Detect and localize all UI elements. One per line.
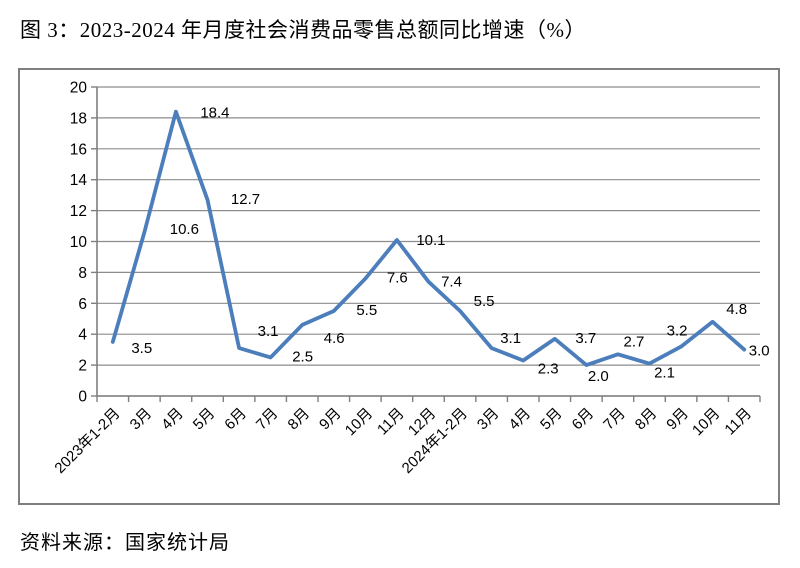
y-axis-label: 8: [78, 265, 87, 282]
x-axis-label: 9月: [663, 405, 692, 434]
x-axis-label: 3月: [474, 405, 503, 434]
data-label: 3.2: [667, 323, 688, 340]
data-label: 2.7: [623, 333, 644, 350]
y-axis-label: 0: [78, 389, 87, 406]
y-axis-label: 18: [70, 110, 87, 127]
x-axis-label: 5月: [190, 405, 219, 434]
data-source-note: 资料来源：国家统计局: [20, 532, 230, 554]
y-axis-label: 20: [70, 80, 88, 97]
x-axis-label: 8月: [632, 405, 661, 434]
x-axis-label: 9月: [316, 405, 345, 434]
data-label: 10.6: [170, 221, 199, 238]
data-label: 5.5: [474, 293, 495, 310]
y-axis-label: 10: [70, 234, 88, 251]
data-label: 18.4: [200, 105, 229, 122]
data-label: 12.7: [231, 191, 260, 208]
data-label: 4.6: [324, 330, 345, 347]
data-label: 4.8: [726, 301, 747, 318]
y-axis-label: 4: [78, 327, 87, 344]
data-label: 7.6: [387, 270, 408, 287]
data-series-line: [110, 109, 747, 368]
data-label: 3.1: [500, 330, 521, 347]
x-axis-label: 5月: [537, 405, 566, 434]
x-axis-label: 6月: [569, 405, 598, 434]
x-axis-label: 4月: [506, 405, 535, 434]
x-axis-label: 7月: [600, 405, 629, 434]
data-label: 2.0: [588, 368, 609, 385]
data-label: 10.1: [416, 232, 445, 249]
x-axis-label: 6月: [221, 405, 250, 434]
x-axis-label: 8月: [285, 405, 314, 434]
x-axis-label: 10月: [342, 405, 376, 439]
figure-caption: 图 3：2023-2024 年月度社会消费品零售总额同比增速（%）: [20, 18, 586, 42]
x-axis-label: 11月: [374, 405, 408, 439]
data-label: 2.1: [654, 365, 675, 382]
data-label: 7.4: [441, 274, 462, 291]
y-axis-label: 16: [70, 141, 87, 158]
data-label: 3.5: [131, 340, 152, 357]
y-axis-label: 2: [78, 358, 87, 375]
x-axis-label: 2023年1-2月: [51, 405, 123, 477]
y-axis-label: 12: [70, 203, 87, 220]
data-label: 3.1: [258, 323, 279, 340]
x-axis-label: 4月: [158, 405, 187, 434]
data-label: 2.5: [292, 348, 313, 365]
data-label: 5.5: [356, 302, 377, 319]
data-label: 2.3: [538, 360, 559, 377]
data-label: 3.7: [575, 330, 596, 347]
x-axis-label: 11月: [721, 405, 755, 439]
x-axis-label: 7月: [253, 405, 282, 434]
line-chart-container: 0 2 4 6 8 10 12 14 16 18 20 2023年1-2月 3月 4月 5月 6月 7月 8月 9月…: [18, 68, 780, 505]
data-label: 3.0: [749, 343, 770, 360]
y-axis-label: 6: [78, 296, 87, 313]
x-axis-label: 10月: [689, 405, 723, 439]
y-axis-label: 14: [70, 172, 88, 189]
x-axis-label: 3月: [127, 405, 156, 434]
